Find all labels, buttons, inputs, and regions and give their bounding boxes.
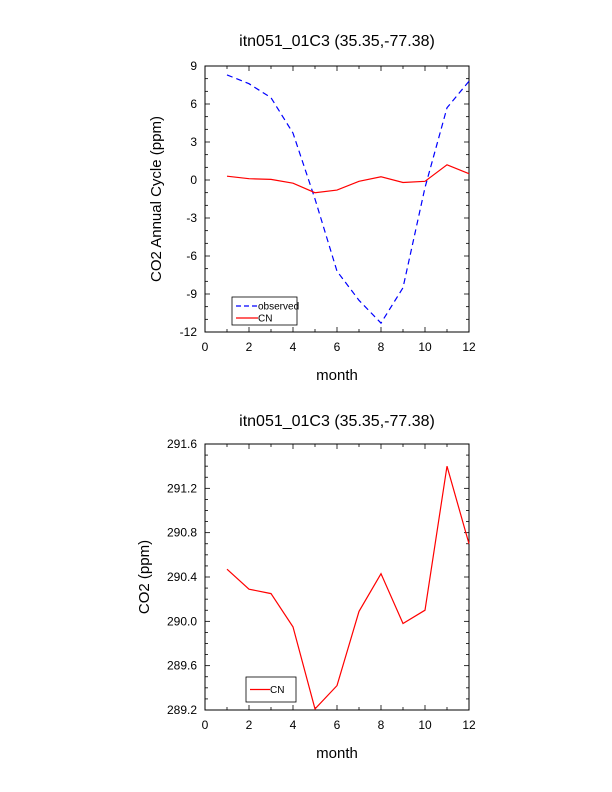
y-tick-label: 290.8	[167, 526, 197, 540]
plot-frame	[204, 443, 470, 711]
x-tick-label: 2	[246, 340, 253, 354]
y-axis-label: CO2 (ppm)	[136, 540, 153, 614]
x-tick-label: 2	[246, 718, 253, 732]
x-tick-label: 6	[334, 340, 341, 354]
x-axis-label: month	[316, 745, 358, 762]
y-tick-label: 291.2	[167, 481, 197, 495]
y-tick-label: -6	[186, 249, 197, 263]
axis-ticks	[204, 65, 470, 333]
y-tick-label: 290.4	[167, 570, 197, 584]
axis-ticks	[204, 443, 470, 711]
y-tick-label: -9	[186, 287, 197, 301]
x-tick-label: 6	[334, 718, 341, 732]
legend: observed CN	[231, 296, 299, 326]
annual-cycle-chart: itn051_01C3 (35.35,-77.38) 0 2 4 6 8 10 …	[148, 33, 476, 384]
plot-frame	[204, 65, 470, 333]
x-tick-label: 8	[378, 718, 385, 732]
legend-box	[231, 296, 298, 326]
x-tick-labels: 0 2 4 6 8 10 12	[202, 718, 476, 732]
y-tick-label: 6	[190, 97, 197, 111]
series-line-cn	[226, 164, 470, 194]
y-tick-labels: 289.2 289.6 290.0 290.4 290.8 291.2 291.…	[167, 437, 197, 717]
x-tick-label: 0	[202, 718, 209, 732]
x-tick-label: 4	[290, 718, 297, 732]
x-tick-label: 0	[202, 340, 209, 354]
chart-title: itn051_01C3 (35.35,-77.38)	[239, 413, 435, 430]
x-tick-label: 10	[418, 340, 432, 354]
legend-label-observed: observed	[258, 302, 299, 313]
y-tick-labels: -12 -9 -6 -3 0 3 6 9	[180, 59, 198, 339]
x-tick-label: 10	[418, 718, 432, 732]
x-tick-label: 8	[378, 340, 385, 354]
y-axis-label: CO2 Annual Cycle (ppm)	[148, 116, 165, 282]
y-tick-label: 9	[190, 59, 197, 73]
series-line-cn	[226, 466, 470, 711]
legend-label-cn: CN	[270, 685, 284, 696]
y-tick-label: 289.2	[167, 703, 197, 717]
y-tick-label: 291.6	[167, 437, 197, 451]
x-tick-labels: 0 2 4 6 8 10 12	[202, 340, 476, 354]
y-tick-label: -12	[180, 325, 198, 339]
y-tick-label: -3	[186, 211, 197, 225]
legend-label-cn: CN	[258, 314, 272, 325]
y-tick-label: 3	[190, 135, 197, 149]
x-tick-label: 12	[462, 340, 476, 354]
co2-concentration-chart: itn051_01C3 (35.35,-77.38) 0 2 4 6 8 10 …	[136, 413, 476, 762]
series-line-observed	[226, 74, 470, 325]
x-tick-label: 4	[290, 340, 297, 354]
y-tick-label: 289.6	[167, 659, 197, 673]
y-tick-label: 290.0	[167, 614, 197, 628]
chart-title: itn051_01C3 (35.35,-77.38)	[239, 33, 435, 50]
x-tick-label: 12	[462, 718, 476, 732]
y-tick-label: 0	[190, 173, 197, 187]
legend: CN	[245, 676, 297, 703]
x-axis-label: month	[316, 367, 358, 384]
